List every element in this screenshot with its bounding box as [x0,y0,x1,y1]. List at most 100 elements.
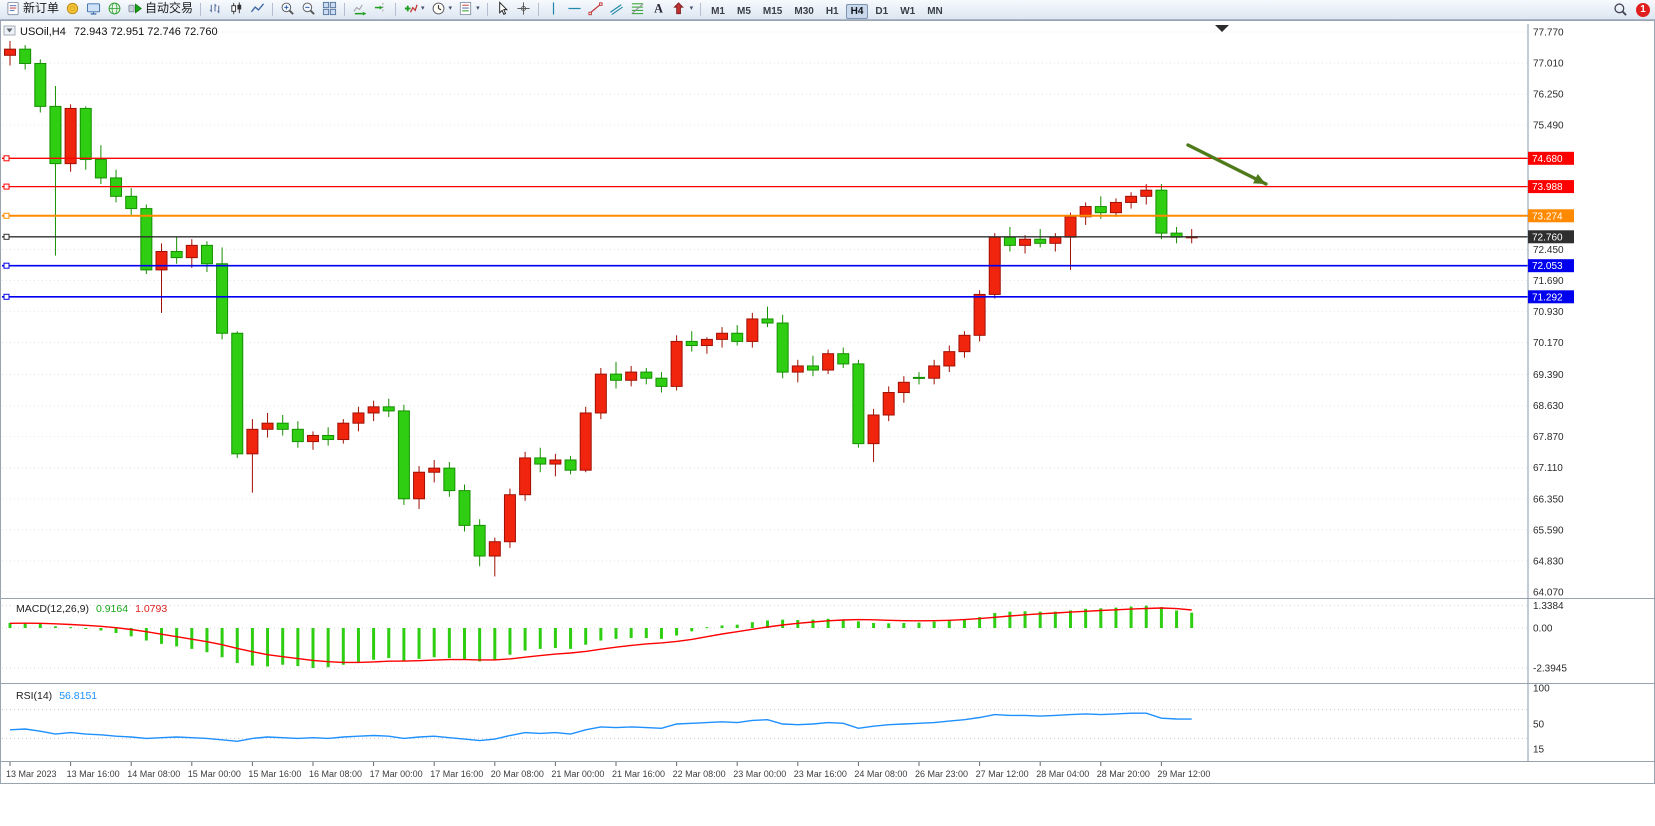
timeframe-d1-button[interactable]: D1 [875,5,889,17]
search-button[interactable] [1610,0,1631,19]
price-axis-label: 71.690 [1533,276,1564,287]
time-axis-label: 23 Mar 16:00 [794,769,847,779]
timeframe-m5-button[interactable]: M5 [737,5,751,17]
svg-text:A: A [654,1,663,15]
timeframe-w1-button[interactable]: W1 [900,5,916,17]
rsi-value: 56.8151 [59,690,97,702]
auto-trading-button[interactable]: 自动交易 [125,0,196,18]
arrow-annotation[interactable] [1186,143,1268,186]
timeframe-mn-button[interactable]: MN [927,5,943,17]
price-level-label: 74.680 [1532,154,1563,165]
timeframe-m1-button[interactable]: M1 [711,5,725,17]
bar-chart-type-button[interactable] [205,0,226,18]
new-order-button[interactable]: 新订单 [3,0,62,18]
price-axis-label: 70.930 [1533,307,1564,318]
candle-chart-type-button[interactable] [226,0,247,18]
price-axis-label: 64.070 [1533,588,1564,599]
level-handle[interactable] [3,183,10,190]
dropdown-caret-icon: ▾ [476,5,480,12]
price-axis-label: 66.350 [1533,494,1564,505]
hline-icon [567,7,581,9]
price-level-label: 73.988 [1532,182,1563,193]
dropdown-caret-icon: ▾ [421,5,425,12]
time-axis-label: 22 Mar 08:00 [673,769,726,779]
equidistant-channel-button[interactable] [606,0,627,18]
line-chart-type-button[interactable] [247,0,268,18]
cursor-button[interactable] [492,0,513,18]
toolbar-button-label: 新订单 [23,0,60,15]
macd-histogram [8,605,1194,668]
tick-chart-button[interactable] [83,0,104,18]
price-axis-label: 77.770 [1533,28,1564,39]
auto-scroll-button[interactable] [349,0,370,18]
dropdown-caret-icon: ▾ [689,5,694,12]
fibonacci-button[interactable] [627,0,648,18]
macd-axis-label: -2.3945 [1533,663,1567,674]
price-axis-label: 77.010 [1533,59,1564,70]
chart-header: USOil,H4 72.943 72.951 72.746 72.760 [3,25,218,38]
trendline-button[interactable] [585,0,606,18]
timeframe-toolbar: M1 M5 M15 M30 H1 H4 D1 W1 MN [705,1,949,19]
price-level-label: 72.053 [1532,261,1563,272]
rsi-axis-label: 100 [1533,684,1550,695]
price-level-label: 73.274 [1532,211,1563,222]
price-axis[interactable]: 77.770 77.010 76.250 75.490 72.450 71.690 70.9… [1533,28,1564,599]
tile-icon [322,1,337,15]
price-axis-label: 67.870 [1533,432,1564,443]
fibo-icon [631,2,644,14]
time-axis-label: 27 Mar 12:00 [976,769,1029,779]
chart-background [0,20,1655,826]
macd-pane: 1.3384 0.00 -2.3945 [2,601,1567,674]
chart-shift-marker[interactable] [1215,25,1229,32]
notification-badge[interactable]: 1 [1636,2,1650,17]
arrows-tool-button[interactable]: ▾ [669,0,697,18]
periods-button[interactable]: ▾ [428,0,456,18]
text-tool-button[interactable]: A [648,0,669,18]
chart-shift-button[interactable] [370,0,391,18]
new-order-icon [7,1,19,15]
zoom-in-button[interactable] [277,0,298,18]
macd-label: MACD(12,26,9) [16,603,89,615]
rsi-axis-label: 15 [1533,745,1545,756]
timeframe-m15-button[interactable]: M15 [762,5,783,17]
text-icon: A [654,1,663,15]
time-axis-label: 29 Mar 12:00 [1157,769,1210,779]
toolbar-separator [700,2,702,16]
zoom-out-button[interactable] [298,0,319,18]
crosshair-icon [516,1,530,15]
macd-axis-label: 0.00 [1533,624,1553,635]
vertical-line-button[interactable] [543,0,564,18]
toolbar-right: 1 [1610,0,1650,19]
time-axis-label: 17 Mar 16:00 [430,769,483,779]
time-axis-label: 28 Mar 04:00 [1036,769,1089,779]
level-handle[interactable] [3,233,10,240]
level-handle[interactable] [3,155,10,162]
monitor-icon [86,2,101,15]
dropdown-caret-icon: ▾ [448,5,453,12]
time-axis-label: 14 Mar 08:00 [127,769,180,779]
level-handle[interactable] [3,262,10,269]
timeframe-h4-button[interactable]: H4 [845,3,869,19]
timeframe-h1-button[interactable]: H1 [825,5,839,17]
market-depth-button[interactable] [62,0,83,18]
add-indicator-button[interactable]: ▾ [400,0,428,18]
crosshair-button[interactable] [513,0,534,18]
time-axis-label: 20 Mar 08:00 [491,769,544,779]
symbol-title: USOil,H4 [20,26,66,38]
toolbar-button-label: 自动交易 [145,0,194,15]
price-level-labels: 74.680 73.988 73.274 72.760 72.053 71.292 [1528,151,1574,304]
arrows-icon [672,1,684,14]
time-axis[interactable]: 13 Mar 2023 13 Mar 16:00 14 Mar 08:00 15 Ma… [6,762,1210,779]
web-terminal-button[interactable] [104,0,125,18]
level-handle[interactable] [3,293,10,300]
macd-main-value: 0.9164 [96,603,128,615]
macd-header: MACD(12,26,9) 0.9164 1.0793 [16,603,167,615]
horizontal-line-button[interactable] [564,0,585,18]
level-handle[interactable] [3,212,10,219]
timeframe-m30-button[interactable]: M30 [794,5,814,17]
templates-button[interactable]: ▾ [455,0,483,18]
chart-canvas[interactable]: 77.770 77.010 76.250 75.490 72.450 71.690 70.9… [0,20,1655,826]
time-axis-label: 26 Mar 23:00 [915,769,968,779]
tile-windows-button[interactable] [319,0,340,18]
time-axis-label: 17 Mar 00:00 [370,769,423,779]
